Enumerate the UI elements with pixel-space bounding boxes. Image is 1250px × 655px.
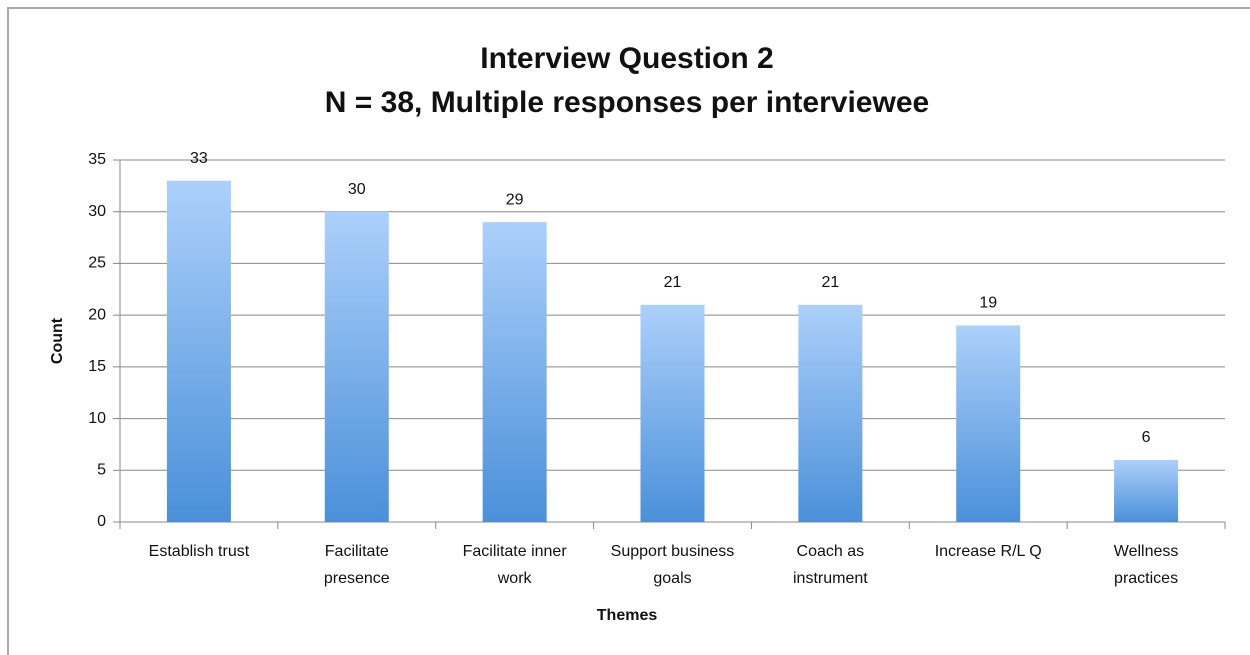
y-tick-label: 5 <box>97 462 106 479</box>
y-tick-label: 0 <box>97 513 106 530</box>
bar <box>956 325 1021 522</box>
bar <box>1114 459 1179 522</box>
bar <box>324 211 389 522</box>
x-axis-title: Themes <box>597 607 658 624</box>
value-label: 19 <box>979 295 997 312</box>
chart-title: Interview Question 2 <box>480 42 773 75</box>
y-tick-label: 10 <box>88 410 106 427</box>
value-label: 6 <box>1142 429 1151 446</box>
frame <box>7 7 1250 655</box>
y-tick-label: 35 <box>88 151 106 168</box>
bar <box>482 222 547 523</box>
y-tick-label: 25 <box>88 255 106 272</box>
x-tick-label: Coach as instrument <box>793 543 868 587</box>
y-tick-label: 30 <box>88 203 106 220</box>
value-label: 21 <box>664 274 682 291</box>
x-tick-label: Facilitate presence <box>324 543 390 587</box>
bar <box>798 304 863 522</box>
x-tick-label: Wellness practices <box>1114 543 1179 587</box>
y-tick-label: 15 <box>88 358 106 375</box>
value-label: 30 <box>348 181 366 198</box>
x-tick-label: Establish trust <box>149 543 250 560</box>
y-axis-title: Count <box>49 317 66 364</box>
bar <box>640 304 705 522</box>
x-tick-label: Facilitate inner work <box>463 543 568 587</box>
x-tick-label: Support business goals <box>611 543 735 587</box>
chart-subtitle: N = 38, Multiple responses per interview… <box>325 86 929 119</box>
value-label: 33 <box>190 150 208 167</box>
value-label: 21 <box>821 274 839 291</box>
value-label: 29 <box>506 191 524 208</box>
y-tick-label: 20 <box>88 306 106 323</box>
x-tick-label: Increase R/L Q <box>935 543 1042 560</box>
bar <box>166 180 231 522</box>
